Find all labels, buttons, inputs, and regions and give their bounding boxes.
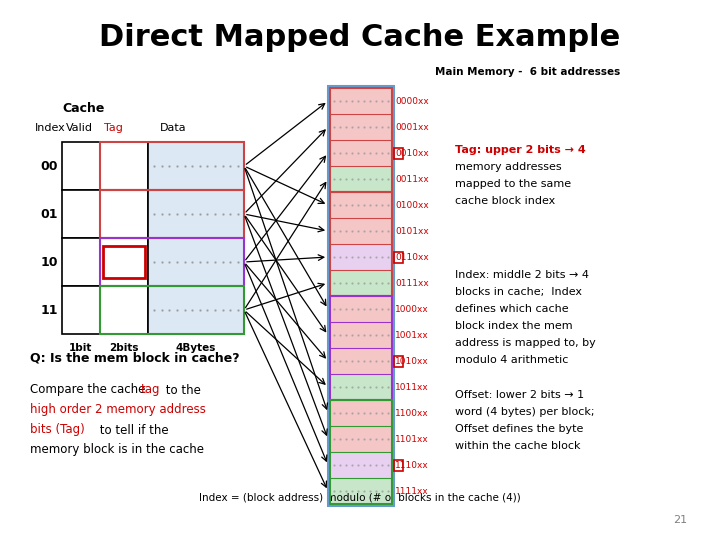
Bar [330, 270, 392, 296]
Bar [62, 238, 100, 286]
Text: 0100xx: 0100xx [395, 200, 428, 210]
Text: word (4 bytes) per block;: word (4 bytes) per block; [455, 407, 595, 417]
Bar [330, 218, 392, 244]
Bar [62, 142, 100, 190]
Text: 4Bytes: 4Bytes [176, 343, 216, 353]
Text: 1001xx: 1001xx [395, 330, 428, 340]
Bar [394, 355, 403, 367]
Bar [100, 190, 244, 238]
Bar [330, 348, 392, 374]
Text: 1100xx: 1100xx [395, 408, 428, 417]
Text: cache block index: cache block index [455, 196, 555, 206]
Text: 10: 10 [40, 255, 58, 268]
Bar [148, 286, 244, 334]
Bar [62, 190, 100, 238]
Text: address is mapped to, by: address is mapped to, by [455, 338, 595, 348]
Text: Main Memory -  6 bit addresses: Main Memory - 6 bit addresses [435, 67, 620, 77]
Bar [330, 192, 392, 296]
Text: Tag: upper 2 bits → 4: Tag: upper 2 bits → 4 [455, 145, 586, 155]
Bar [394, 147, 403, 159]
Text: to tell if the: to tell if the [96, 423, 168, 436]
Text: 1101xx: 1101xx [395, 435, 428, 443]
Text: Direct Mapped Cache Example: Direct Mapped Cache Example [99, 24, 621, 52]
Text: bits (Tag): bits (Tag) [30, 423, 85, 436]
Text: 1010xx: 1010xx [395, 356, 428, 366]
Text: Valid: Valid [66, 123, 93, 133]
Bar [100, 238, 148, 286]
Text: 1011xx: 1011xx [395, 382, 428, 392]
Bar [100, 142, 244, 190]
Bar [330, 88, 392, 192]
Text: 01: 01 [40, 207, 58, 220]
Text: 1111xx: 1111xx [395, 487, 428, 496]
Bar [100, 238, 244, 286]
Bar [100, 286, 148, 334]
Text: 0010xx: 0010xx [395, 148, 428, 158]
Text: 0011xx: 0011xx [395, 174, 428, 184]
Text: to the: to the [162, 383, 201, 396]
Text: tag: tag [141, 383, 161, 396]
Bar [330, 88, 392, 114]
Text: Offset defines the byte: Offset defines the byte [455, 424, 583, 434]
Text: 1000xx: 1000xx [395, 305, 428, 314]
Text: mapped to the same: mapped to the same [455, 179, 571, 189]
Bar [148, 142, 244, 190]
Bar [330, 400, 392, 426]
Bar [100, 286, 244, 334]
Text: within the cache block: within the cache block [455, 441, 580, 451]
Bar [103, 246, 145, 278]
Bar [394, 252, 403, 262]
Text: modulo 4 arithmetic: modulo 4 arithmetic [455, 355, 568, 365]
Bar [330, 192, 392, 218]
Bar [148, 238, 244, 286]
Text: Data: Data [160, 123, 186, 133]
Bar [330, 296, 392, 322]
Text: Cache: Cache [62, 102, 104, 114]
Text: high order 2 memory address: high order 2 memory address [30, 403, 206, 416]
Text: 11: 11 [40, 303, 58, 316]
Text: Index: middle 2 bits → 4: Index: middle 2 bits → 4 [455, 270, 589, 280]
Bar [330, 140, 392, 166]
Text: 0111xx: 0111xx [395, 279, 428, 287]
Bar [330, 322, 392, 348]
Text: Q: Is the mem block in cache?: Q: Is the mem block in cache? [30, 352, 240, 365]
Text: memory block is in the cache: memory block is in the cache [30, 443, 204, 456]
Text: 0001xx: 0001xx [395, 123, 428, 132]
Text: Index: Index [35, 123, 66, 133]
Bar [100, 190, 148, 238]
Bar [330, 114, 392, 140]
Text: defines which cache: defines which cache [455, 304, 569, 314]
Text: Index = (block address) modulo (# of blocks in the cache (4)): Index = (block address) modulo (# of blo… [199, 493, 521, 503]
Text: Tag: Tag [104, 123, 123, 133]
Text: 1110xx: 1110xx [395, 461, 428, 469]
Text: 1bit: 1bit [69, 343, 93, 353]
Bar [330, 452, 392, 478]
Bar [330, 244, 392, 270]
Text: 0101xx: 0101xx [395, 226, 428, 235]
Bar [394, 460, 403, 470]
Bar [330, 426, 392, 452]
Text: 21: 21 [673, 515, 687, 525]
Bar [100, 142, 148, 190]
Bar [330, 296, 392, 400]
Bar [62, 286, 100, 334]
Text: blocks in cache;  Index: blocks in cache; Index [455, 287, 582, 297]
Text: 0000xx: 0000xx [395, 97, 428, 105]
Text: Offset: lower 2 bits → 1: Offset: lower 2 bits → 1 [455, 390, 584, 400]
Bar [330, 400, 392, 504]
Text: 00: 00 [40, 159, 58, 172]
Bar [148, 190, 244, 238]
Bar [330, 166, 392, 192]
Bar [330, 374, 392, 400]
Text: 0110xx: 0110xx [395, 253, 428, 261]
Text: 2bits: 2bits [109, 343, 139, 353]
Text: block index the mem: block index the mem [455, 321, 572, 331]
Bar [330, 478, 392, 504]
Text: Compare the cache: Compare the cache [30, 383, 149, 396]
Text: memory addresses: memory addresses [455, 162, 562, 172]
Bar [328, 86, 394, 506]
